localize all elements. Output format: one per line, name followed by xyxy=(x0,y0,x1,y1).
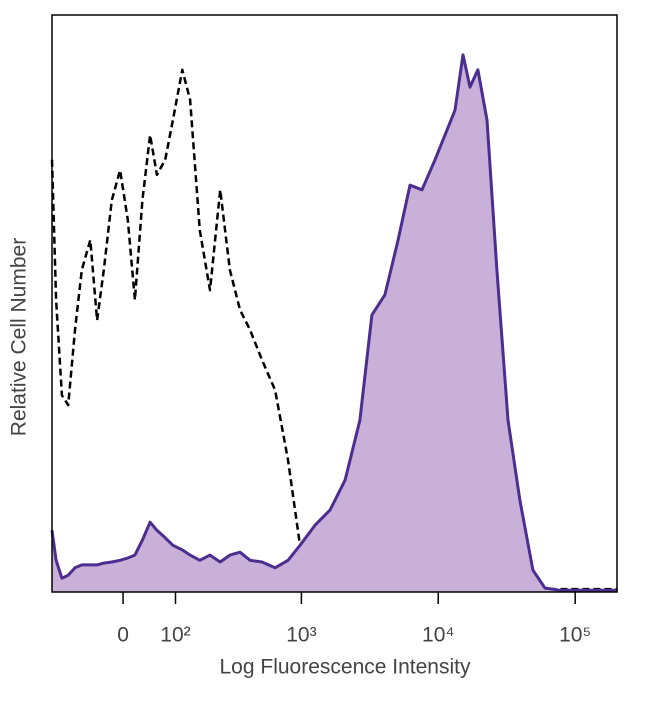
plot-frame xyxy=(51,14,618,593)
x-tick-label: 10³ xyxy=(286,624,316,647)
x-tick-label: 10² xyxy=(160,624,190,647)
histogram-area xyxy=(52,54,617,593)
x-tick-label: 10⁴ xyxy=(422,624,454,647)
x-tick-label: 10⁵ xyxy=(559,624,591,647)
y-axis-label: Relative Cell Number xyxy=(8,238,31,436)
x-axis-label: Log Fluorescence Intensity xyxy=(220,656,471,679)
histogram-line xyxy=(50,53,617,592)
x-tick-label: 0 xyxy=(117,624,129,647)
